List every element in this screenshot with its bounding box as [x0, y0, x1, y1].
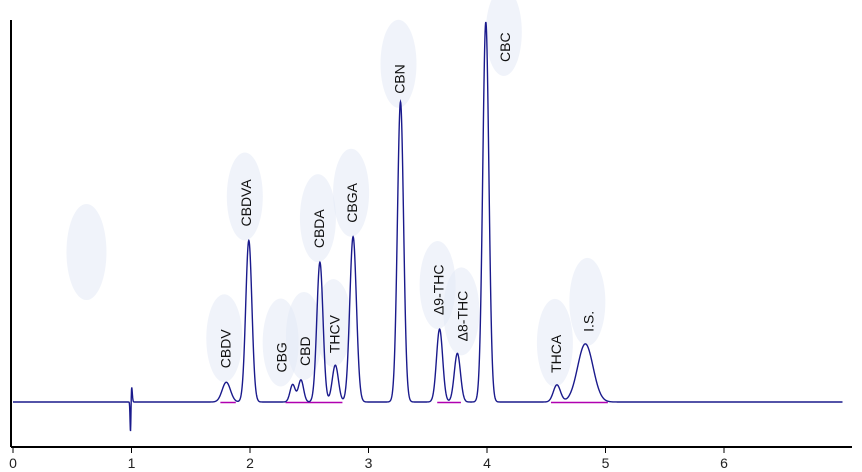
x-tick-label: 5 — [602, 455, 610, 471]
peak-label: Δ9-THC — [431, 264, 447, 315]
peak-label: CBDV — [217, 329, 233, 369]
label-blob — [333, 148, 370, 237]
label-blob — [66, 204, 107, 300]
peak-label: CBDVA — [238, 179, 254, 227]
x-tick-label: 6 — [720, 455, 728, 471]
x-tick-label: 2 — [246, 455, 254, 471]
peak-label: CBG — [274, 342, 290, 372]
label-blob — [226, 152, 263, 241]
trace-group — [13, 21, 843, 432]
peak-labels: CBDV CBDVA CBG CBD CBDA THCV CBGA CBN Δ9-THC Δ8-T… — [217, 32, 596, 372]
label-blob — [380, 19, 417, 108]
x-tick-label: 4 — [483, 455, 491, 471]
label-blob — [206, 294, 243, 383]
x-tick-label: 0 — [9, 455, 17, 471]
label-blob — [569, 257, 606, 346]
axes: 0 1 2 3 4 5 6 — [9, 20, 852, 471]
label-blob — [299, 174, 336, 263]
peak-label: I.S. — [580, 311, 596, 332]
peak-label: Δ8-THC — [454, 291, 470, 342]
label-highlight-blobs — [66, 0, 606, 387]
series-line — [13, 21, 843, 432]
label-blob — [443, 267, 480, 356]
x-tick-label: 1 — [128, 455, 136, 471]
peak-label: CBC — [497, 32, 513, 62]
peak-label: CBD — [297, 336, 313, 366]
label-blob — [485, 0, 522, 76]
peak-label: CBN — [391, 64, 407, 94]
label-blob — [536, 298, 573, 387]
peak-label: THCV — [326, 314, 342, 353]
label-blob — [285, 291, 322, 380]
peak-label: THCA — [548, 334, 564, 373]
peak-label: CBDA — [311, 209, 327, 249]
peak-label: CBGA — [344, 182, 360, 222]
x-tick-label: 3 — [365, 455, 373, 471]
